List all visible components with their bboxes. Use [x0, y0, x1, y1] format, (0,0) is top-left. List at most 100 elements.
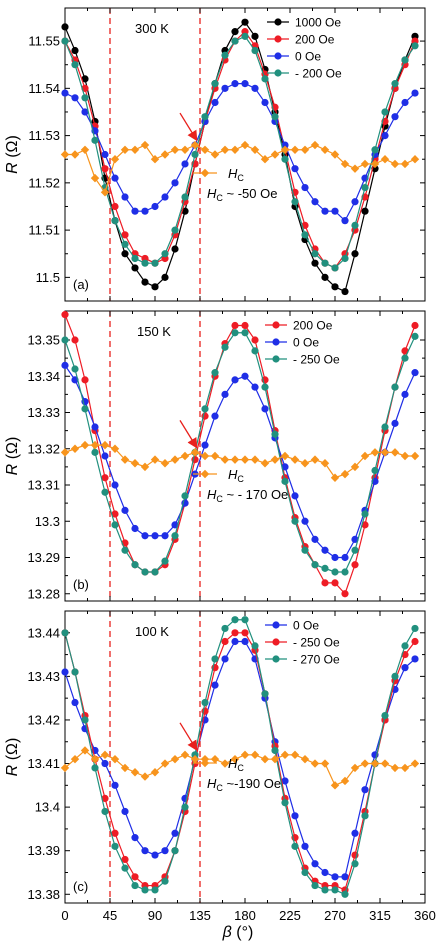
data-point	[241, 80, 249, 88]
y-tick-label: 13.35	[27, 333, 60, 348]
data-point	[340, 776, 350, 786]
data-point	[271, 430, 279, 438]
data-point	[200, 451, 210, 461]
legend-marker	[274, 35, 282, 43]
data-point	[291, 165, 299, 173]
panel-label: (c)	[73, 879, 88, 894]
data-point	[310, 759, 320, 768]
data-point	[111, 521, 119, 529]
legend-label: 200 Oe	[293, 319, 333, 333]
data-point	[221, 655, 229, 663]
data-point	[231, 616, 239, 624]
y-tick-label: 13.38	[27, 887, 60, 902]
hc-legend-label: HC	[228, 467, 244, 484]
hc-legend-label: HC	[228, 756, 244, 773]
data-point	[220, 455, 230, 464]
data-point	[221, 51, 229, 59]
data-point	[300, 145, 310, 154]
data-point	[121, 193, 129, 201]
data-point	[231, 329, 239, 337]
series-1	[61, 28, 419, 272]
legend-item: 200 Oe	[267, 33, 335, 47]
data-point	[241, 629, 249, 637]
legend-marker	[200, 168, 210, 178]
hc-note: HC ~ -50 Oe	[207, 186, 277, 203]
series-line	[64, 619, 416, 896]
data-point	[320, 145, 330, 154]
y-tick-label: 13.43	[27, 669, 60, 684]
data-point	[181, 160, 189, 168]
data-point	[361, 183, 369, 192]
legend-item: 0 Oe	[265, 336, 319, 350]
data-point	[211, 98, 219, 107]
data-point	[111, 217, 119, 225]
panel-c: 13.38 13.39 13.4 13.41 13.42 13.43 13.44 0 45 90 1…	[4, 610, 436, 923]
data-point	[111, 481, 119, 489]
x-tick-label: 0	[61, 908, 68, 923]
y-tick-label: 11.54	[28, 81, 60, 96]
data-point	[151, 283, 159, 291]
data-point	[180, 750, 190, 760]
data-point	[100, 188, 110, 197]
data-point	[91, 764, 99, 772]
data-point	[151, 259, 159, 267]
data-point	[61, 668, 69, 676]
data-point	[261, 690, 269, 698]
data-point	[101, 794, 109, 803]
data-point	[131, 207, 139, 215]
data-point	[151, 532, 159, 540]
x-tick-label: 45	[103, 908, 117, 923]
red-arrow	[179, 420, 198, 449]
data-point	[70, 150, 80, 159]
data-point	[211, 80, 219, 88]
series-line	[64, 632, 416, 891]
data-point	[210, 451, 220, 461]
data-point	[341, 217, 349, 225]
data-point	[391, 383, 399, 391]
data-point	[351, 221, 359, 229]
data-point	[80, 145, 90, 154]
data-point	[230, 455, 240, 464]
data-point	[131, 524, 139, 533]
data-point	[141, 532, 149, 540]
data-point	[130, 768, 140, 777]
data-point	[331, 579, 339, 587]
temperature-label: 100 K	[135, 624, 169, 639]
data-point	[190, 140, 200, 150]
data-point	[361, 786, 369, 794]
data-point	[251, 336, 259, 344]
data-point	[141, 568, 149, 576]
series-2	[61, 329, 419, 576]
data-point	[341, 287, 349, 296]
data-point	[151, 886, 159, 894]
y-tick-label: 13.39	[27, 843, 60, 858]
data-point	[180, 451, 190, 461]
data-point	[401, 56, 409, 64]
data-point	[101, 150, 109, 159]
data-point	[121, 506, 129, 514]
legend-marker	[274, 52, 282, 60]
data-point	[321, 546, 329, 554]
legend-marker	[272, 355, 280, 363]
data-point	[270, 455, 280, 464]
data-point	[131, 834, 139, 842]
data-point	[130, 459, 140, 468]
data-point	[240, 750, 250, 760]
panel-a: 11.5 11.51 11.52 11.53 11.54 11.55 R (Ω) 1000 O…	[4, 7, 426, 302]
data-point	[211, 655, 219, 663]
data-point	[71, 61, 79, 69]
data-point	[310, 140, 320, 150]
data-point	[341, 553, 349, 562]
data-point	[81, 405, 89, 413]
data-point	[201, 405, 209, 413]
data-point	[140, 140, 150, 150]
data-point	[311, 860, 319, 868]
data-point	[231, 28, 239, 36]
data-point	[101, 807, 109, 816]
temperature-label: 300 K	[135, 21, 169, 36]
x-tick-label: 135	[189, 908, 211, 923]
data-point	[221, 624, 229, 633]
data-point	[280, 451, 290, 461]
data-point	[151, 202, 159, 211]
data-point	[190, 754, 200, 764]
